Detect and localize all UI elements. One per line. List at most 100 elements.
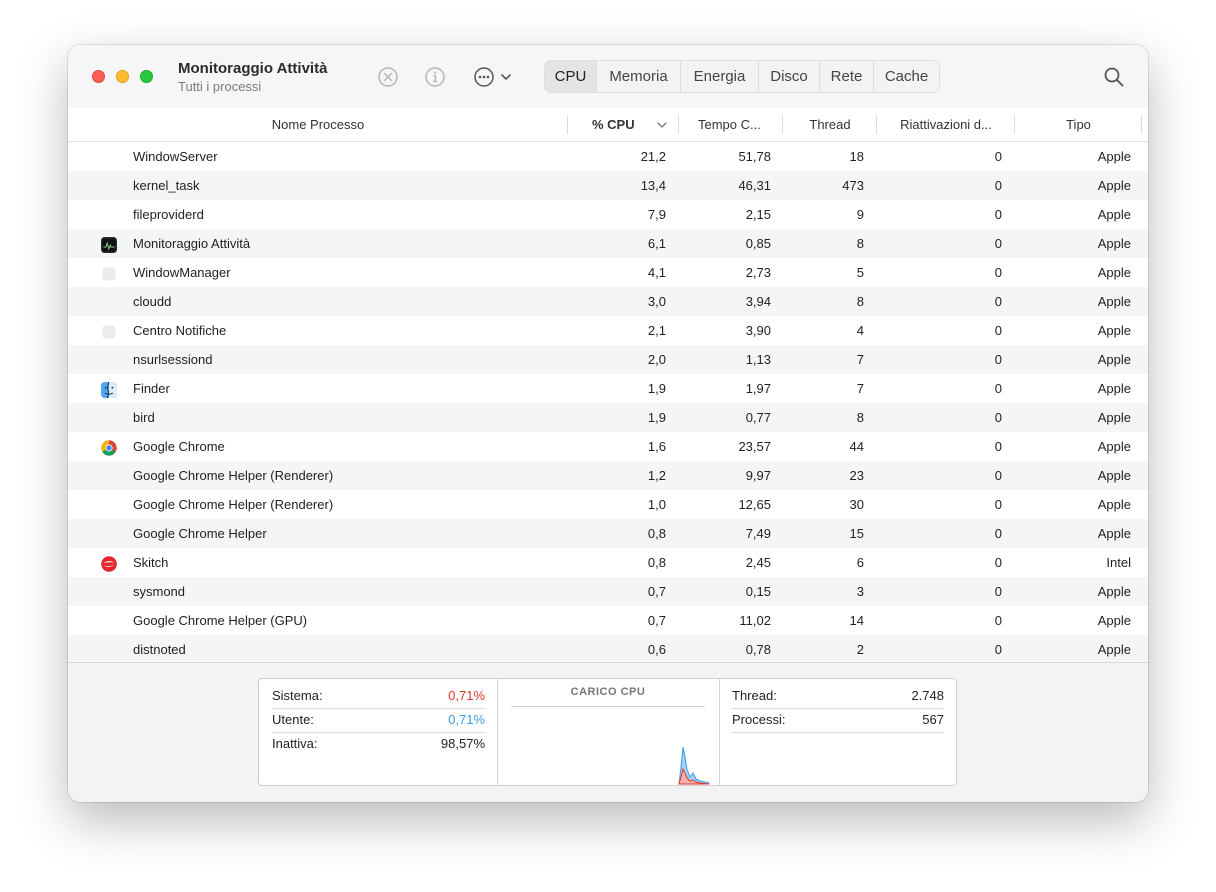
stat-processes: Processi: 567: [732, 708, 944, 733]
table-row[interactable]: cloudd 3,0 3,94 8 0 Apple: [68, 287, 1148, 316]
cpu-load-divider: [511, 706, 705, 707]
info-icon[interactable]: [423, 65, 447, 89]
process-cpu-time: 0,15: [745, 584, 771, 599]
tab-memoria[interactable]: Memoria: [597, 61, 681, 92]
process-wakeups: 0: [994, 613, 1002, 628]
search-icon[interactable]: [1103, 66, 1125, 88]
process-cpu: 0,7: [647, 613, 666, 628]
table-row[interactable]: Finder 1,9 1,97 7 0 Apple: [68, 374, 1148, 403]
process-cpu-time: 0,78: [745, 642, 771, 657]
process-type: Apple: [1097, 410, 1131, 425]
tab-energia[interactable]: Energia: [681, 61, 759, 92]
process-cpu: 3,0: [647, 294, 666, 309]
tab-rete[interactable]: Rete: [820, 61, 874, 92]
table-row[interactable]: nsurlsessiond 2,0 1,13 7 0 Apple: [68, 345, 1148, 374]
process-cpu: 6,1: [647, 236, 666, 251]
table-row[interactable]: Google Chrome Helper 0,8 7,49 15 0 Apple: [68, 519, 1148, 548]
process-type: Apple: [1097, 265, 1131, 280]
cpu-load-panel: CARICO CPU: [497, 679, 720, 785]
process-type: Apple: [1097, 642, 1131, 657]
process-cpu-time: 2,45: [745, 555, 771, 570]
process-cpu: 21,2: [640, 149, 666, 164]
table-row[interactable]: bird 1,9 0,77 8 0 Apple: [68, 403, 1148, 432]
process-wakeups: 0: [994, 642, 1002, 657]
process-threads: 8: [856, 294, 864, 309]
process-name: bird: [133, 410, 155, 425]
process-threads: 18: [849, 149, 864, 164]
activity-monitor-icon: [100, 235, 118, 253]
tab-disco[interactable]: Disco: [759, 61, 820, 92]
table-row[interactable]: Google Chrome Helper (Renderer) 1,2 9,97 23…: [68, 461, 1148, 490]
process-wakeups: 0: [994, 178, 1002, 193]
process-cpu: 0,8: [647, 555, 666, 570]
process-type: Apple: [1097, 439, 1131, 454]
toolbar: Monitoraggio Attività Tutti i processi C…: [68, 45, 1148, 109]
table-row[interactable]: sysmond 0,7 0,15 3 0 Apple: [68, 577, 1148, 606]
table-row[interactable]: WindowManager 4,1 2,73 5 0 Apple: [68, 258, 1148, 287]
column-header-name[interactable]: Nome Processo: [68, 108, 568, 141]
process-name: sysmond: [133, 584, 186, 599]
process-wakeups: 0: [994, 410, 1002, 425]
process-threads: 3: [856, 584, 864, 599]
table-row[interactable]: fileproviderd 7,9 2,15 9 0 Apple: [68, 200, 1148, 229]
table-row[interactable]: Google Chrome Helper (GPU) 0,7 11,02 14 0 App…: [68, 606, 1148, 635]
category-tabs: CPU Memoria Energia Disco Rete Cache: [544, 60, 940, 93]
process-threads: 15: [849, 526, 864, 541]
column-header-cpu[interactable]: % CPU: [568, 108, 679, 141]
thread-process-panel: Thread: 2.748 Processi: 567: [719, 679, 956, 785]
more-options-icon[interactable]: [471, 65, 517, 89]
process-cpu: 1,9: [647, 381, 666, 396]
process-type: Intel: [1106, 555, 1131, 570]
process-name: nsurlsessiond: [133, 352, 213, 367]
process-cpu: 7,9: [647, 207, 666, 222]
tab-cpu[interactable]: CPU: [545, 61, 597, 92]
process-wakeups: 0: [994, 555, 1002, 570]
stat-system: Sistema: 0,71%: [272, 684, 485, 709]
process-cpu: 0,6: [647, 642, 666, 657]
table-row[interactable]: distnoted 0,6 0,78 2 0 Apple: [68, 635, 1148, 662]
stat-user: Utente: 0,71%: [272, 708, 485, 733]
process-wakeups: 0: [994, 468, 1002, 483]
process-threads: 4: [856, 323, 864, 338]
process-threads: 44: [849, 439, 864, 454]
window-subtitle[interactable]: Tutti i processi: [178, 79, 262, 94]
process-name: Google Chrome Helper: [133, 526, 267, 541]
table-row[interactable]: WindowServer 21,2 51,78 18 0 Apple: [68, 142, 1148, 171]
minimize-window-button[interactable]: [116, 70, 129, 83]
stats-footer: Sistema: 0,71% Utente: 0,71% Inattiva: 9…: [68, 662, 1148, 802]
process-cpu: 1,2: [647, 468, 666, 483]
process-name: Google Chrome Helper (GPU): [133, 613, 308, 628]
zoom-window-button[interactable]: [140, 70, 153, 83]
table-row[interactable]: Monitoraggio Attività 6,1 0,85 8 0 Apple: [68, 229, 1148, 258]
tab-cache[interactable]: Cache: [884, 68, 929, 85]
column-header-type[interactable]: Tipo: [1015, 108, 1142, 141]
process-cpu: 13,4: [640, 178, 666, 193]
table-row[interactable]: Centro Notifiche 2,1 3,90 4 0 Apple: [68, 316, 1148, 345]
window-title: Monitoraggio Attività: [178, 60, 328, 77]
process-cpu-time: 2,15: [745, 207, 771, 222]
stat-idle-label: Inattiva:: [272, 736, 318, 751]
column-header-thread[interactable]: Thread: [783, 108, 877, 141]
process-name: Finder: [133, 381, 170, 396]
process-cpu: 2,1: [647, 323, 666, 338]
process-name: Google Chrome Helper (Renderer): [133, 468, 334, 483]
process-cpu-time: 7,49: [745, 526, 771, 541]
process-threads: 7: [856, 381, 864, 396]
table-row[interactable]: Google Chrome Helper (Renderer) 1,0 12,65 3…: [68, 490, 1148, 519]
process-name: WindowManager: [133, 265, 231, 280]
column-header-time[interactable]: Tempo C...: [679, 108, 783, 141]
process-threads: 14: [849, 613, 864, 628]
column-header-wakeups[interactable]: Riattivazioni d...: [877, 108, 1015, 141]
sort-descending-icon: [657, 122, 667, 128]
table-row[interactable]: Skitch 0,8 2,45 6 0 Intel: [68, 548, 1148, 577]
process-wakeups: 0: [994, 294, 1002, 309]
close-window-button[interactable]: [92, 70, 105, 83]
table-header: Nome Processo % CPU Tempo C... Thread Ri…: [68, 108, 1148, 142]
table-row[interactable]: kernel_task 13,4 46,31 473 0 Apple: [68, 171, 1148, 200]
process-cpu: 2,0: [647, 352, 666, 367]
stop-process-icon[interactable]: [376, 65, 400, 89]
table-row[interactable]: Google Chrome 1,6 23,57 44 0 Apple: [68, 432, 1148, 461]
cpu-load-title: CARICO CPU: [570, 686, 646, 698]
stat-processes-label: Processi:: [732, 712, 786, 727]
process-name: Google Chrome Helper (Renderer): [133, 497, 334, 512]
